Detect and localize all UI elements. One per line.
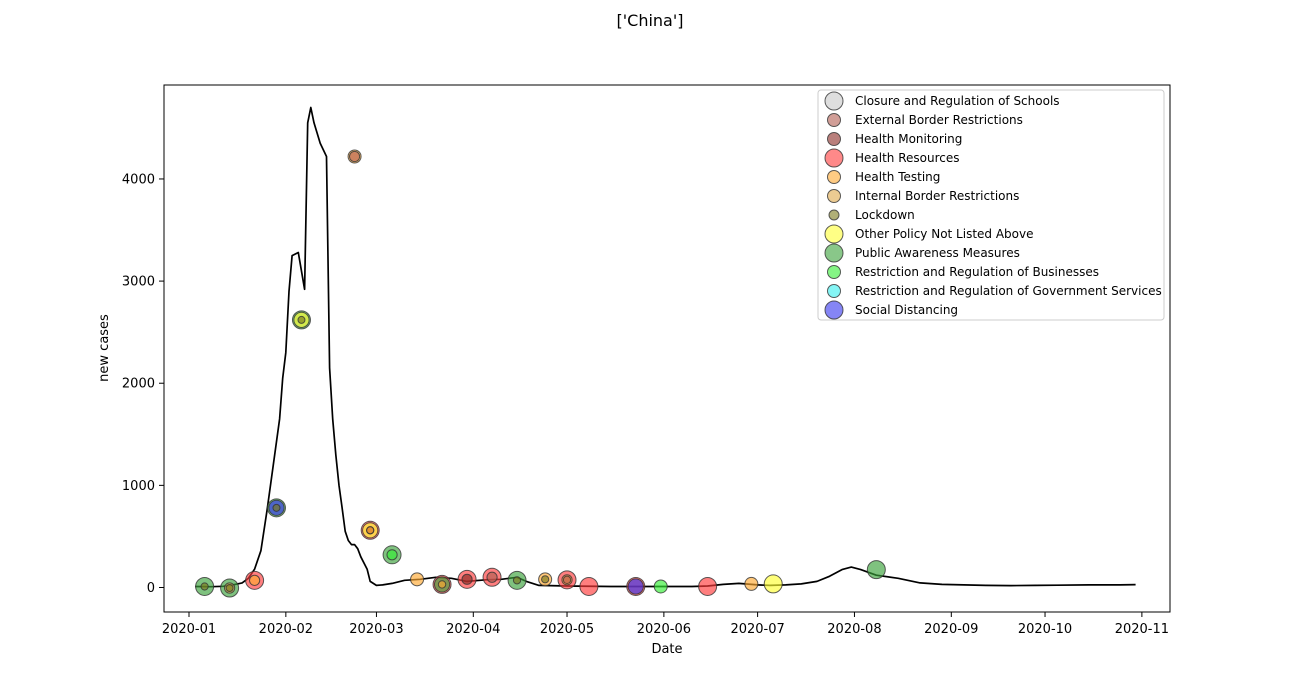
legend-item-label: Health Testing [855, 170, 940, 184]
legend-frame [817, 89, 1165, 321]
legend-marker [824, 148, 844, 168]
legend-item-label: Public Awareness Measures [855, 246, 1020, 260]
legend-item-label: Closure and Regulation of Schools [855, 94, 1060, 108]
x-tick-label: 2020-01 [162, 622, 216, 637]
legend-item-label: External Border Restrictions [855, 113, 1023, 127]
policy-marker [763, 574, 783, 594]
legend-marker [824, 91, 844, 111]
legend-item-label: Other Policy Not Listed Above [855, 227, 1034, 241]
x-tick-label: 2020-04 [446, 622, 500, 637]
legend-marker [827, 265, 841, 279]
policy-markers [195, 149, 886, 598]
y-tick-label: 0 [147, 581, 155, 596]
legend-item-label: Restriction and Regulation of Businesses [855, 265, 1099, 279]
legend-item-label: Health Monitoring [855, 132, 962, 146]
legend-item-label: Health Resources [855, 151, 960, 165]
legend-marker [827, 189, 841, 203]
series-lines [195, 106, 1136, 588]
policy-marker [579, 576, 599, 596]
policy-marker [200, 582, 209, 591]
x-tick-label: 2020-09 [924, 622, 978, 637]
policy-marker [410, 572, 425, 587]
y-tick-label: 2000 [122, 377, 155, 392]
policy-marker [386, 549, 398, 561]
y-tick-label: 4000 [122, 172, 155, 187]
legend-item-label: Restriction and Regulation of Government… [855, 284, 1162, 298]
legend-marker [827, 113, 841, 127]
y-tick-label: 1000 [122, 479, 155, 494]
x-tick-label: 2020-11 [1115, 622, 1169, 637]
policy-marker [272, 503, 281, 512]
legend-marker [827, 132, 841, 146]
y-tick-label: 3000 [122, 275, 155, 290]
policy-marker [348, 150, 361, 163]
legend-marker [824, 300, 844, 320]
legend-marker [827, 284, 841, 298]
x-tick-label: 2020-03 [349, 622, 403, 637]
policy-marker [297, 315, 306, 324]
policy-marker [541, 575, 550, 584]
policy-marker [249, 574, 261, 586]
legend-item-label: Lockdown [855, 208, 915, 222]
policy-marker [562, 575, 572, 585]
policy-marker [366, 526, 375, 535]
x-axis: 2020-01 2020-02 2020-03 2020-04 2020-05 2020-… [162, 612, 1169, 637]
legend-marker [828, 209, 840, 221]
x-tick-label: 2020-02 [259, 622, 313, 637]
x-tick-label: 2020-10 [1018, 622, 1072, 637]
legend-item-label: Internal Border Restrictions [855, 189, 1019, 203]
legend-marker [824, 224, 844, 244]
policy-marker [225, 583, 234, 592]
legend-marker [827, 170, 841, 184]
x-tick-label: 2020-06 [637, 622, 691, 637]
x-tick-label: 2020-07 [730, 622, 784, 637]
y-axis: 0 1000 2000 3000 4000 [122, 172, 164, 596]
policy-marker [461, 573, 473, 585]
policy-marker [866, 560, 886, 580]
chart-title: ['China'] [617, 11, 684, 30]
policy-marker [512, 576, 522, 585]
policy-marker [698, 576, 718, 596]
series-line [195, 106, 1136, 588]
x-tick-label: 2020-05 [540, 622, 594, 637]
policy-marker [653, 579, 668, 594]
legend-marker [824, 243, 844, 263]
policy-marker [627, 578, 644, 595]
policy-marker [437, 580, 447, 589]
legend: Closure and Regulation of Schools Externa… [817, 89, 1165, 321]
x-tick-label: 2020-08 [827, 622, 881, 637]
policy-marker [744, 576, 759, 591]
legend-item-label: Social Distancing [855, 303, 958, 317]
y-axis-label: new cases [97, 314, 112, 382]
policy-marker [486, 571, 498, 583]
x-axis-label: Date [651, 642, 682, 657]
